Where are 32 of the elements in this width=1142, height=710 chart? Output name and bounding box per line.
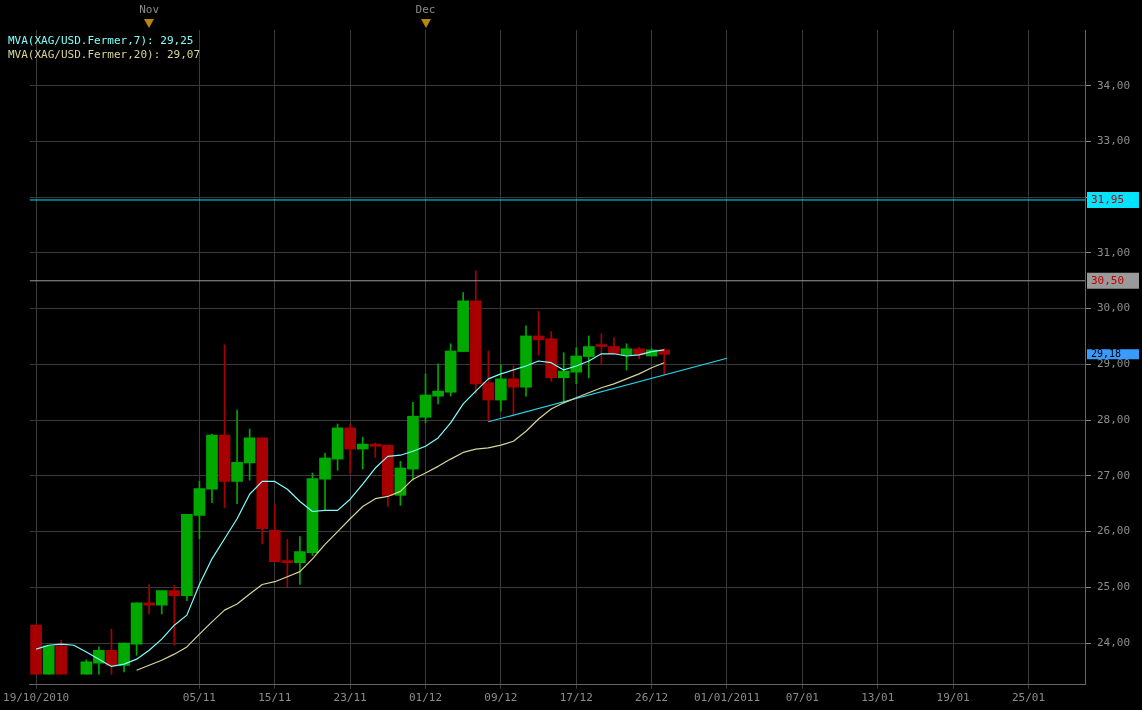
y-tick-label: 25,00 xyxy=(1097,580,1131,594)
x-tick-label: 01/01/2011 xyxy=(693,691,761,705)
x-tick-label: 26/12 xyxy=(635,691,669,705)
text: Dec xyxy=(415,3,436,16)
y-tick-label: 29,00 xyxy=(1097,357,1131,371)
x-tick-label: 01/12 xyxy=(408,691,443,705)
y-tick-label: 26,00 xyxy=(1097,524,1131,538)
x-tick-label: 05/11 xyxy=(182,691,216,705)
y-tick-label: 27,00 xyxy=(1097,468,1131,482)
text: MVA(XAG/USD.Fermer,20): 29,07 xyxy=(8,48,201,62)
x-tick-label: 13/01 xyxy=(861,691,895,705)
x-tick-label: 07/01 xyxy=(785,691,819,705)
text: MVA(XAG/USD.Fermer,7): 29,25 xyxy=(8,34,195,48)
y-tick-label: 33,00 xyxy=(1097,134,1131,148)
x-tick-label: 09/12 xyxy=(484,691,518,705)
x-tick-label: 19/01 xyxy=(936,691,970,705)
x-tick-label: 23/11 xyxy=(333,691,367,705)
x-tick-label: 25/01 xyxy=(1011,691,1046,705)
x-tick-label: 15/11 xyxy=(258,691,292,705)
x-tick-label: 17/12 xyxy=(559,691,593,705)
y-tick-label: 31,00 xyxy=(1097,245,1131,259)
y-tick-label: 28,00 xyxy=(1097,412,1131,426)
x-tick-label: 19/10/2010 xyxy=(3,691,70,705)
candlestick xyxy=(168,585,181,646)
candlestick xyxy=(356,437,369,470)
ref-line-label: 30,50 xyxy=(1091,273,1125,287)
text: Nov xyxy=(139,3,160,16)
y-tick-label: 30,00 xyxy=(1097,301,1131,315)
text: 29,18 xyxy=(1091,347,1122,359)
y-tick-label: 24,00 xyxy=(1097,635,1131,649)
y-tick-label: 34,00 xyxy=(1097,78,1131,92)
ref-line-label: 31,95 xyxy=(1091,192,1125,206)
